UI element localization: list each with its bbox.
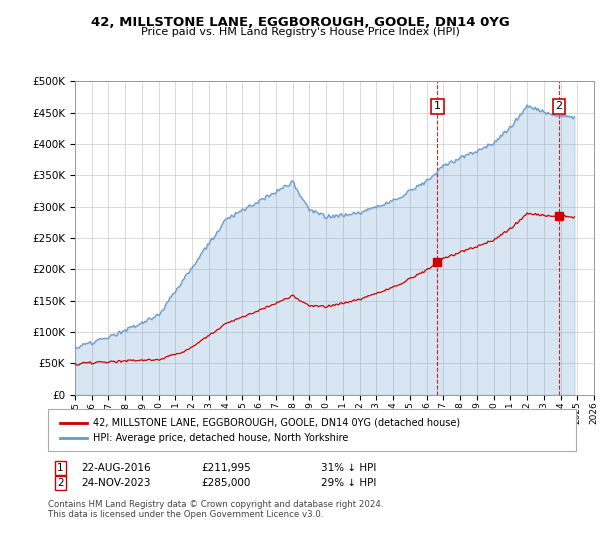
Text: 1: 1 (57, 463, 64, 473)
Text: 31% ↓ HPI: 31% ↓ HPI (321, 463, 376, 473)
Text: £285,000: £285,000 (201, 478, 250, 488)
Text: HPI: Average price, detached house, North Yorkshire: HPI: Average price, detached house, Nort… (93, 433, 349, 443)
Text: £211,995: £211,995 (201, 463, 251, 473)
Text: Price paid vs. HM Land Registry's House Price Index (HPI): Price paid vs. HM Land Registry's House … (140, 27, 460, 37)
Text: 29% ↓ HPI: 29% ↓ HPI (321, 478, 376, 488)
Text: 2: 2 (57, 478, 64, 488)
Text: 42, MILLSTONE LANE, EGGBOROUGH, GOOLE, DN14 0YG: 42, MILLSTONE LANE, EGGBOROUGH, GOOLE, D… (91, 16, 509, 29)
Text: 1: 1 (434, 101, 441, 111)
Text: Contains HM Land Registry data © Crown copyright and database right 2024.
This d: Contains HM Land Registry data © Crown c… (48, 500, 383, 519)
Text: 22-AUG-2016: 22-AUG-2016 (81, 463, 151, 473)
Text: 24-NOV-2023: 24-NOV-2023 (81, 478, 151, 488)
Text: 42, MILLSTONE LANE, EGGBOROUGH, GOOLE, DN14 0YG (detached house): 42, MILLSTONE LANE, EGGBOROUGH, GOOLE, D… (93, 418, 460, 428)
Text: 2: 2 (555, 101, 562, 111)
